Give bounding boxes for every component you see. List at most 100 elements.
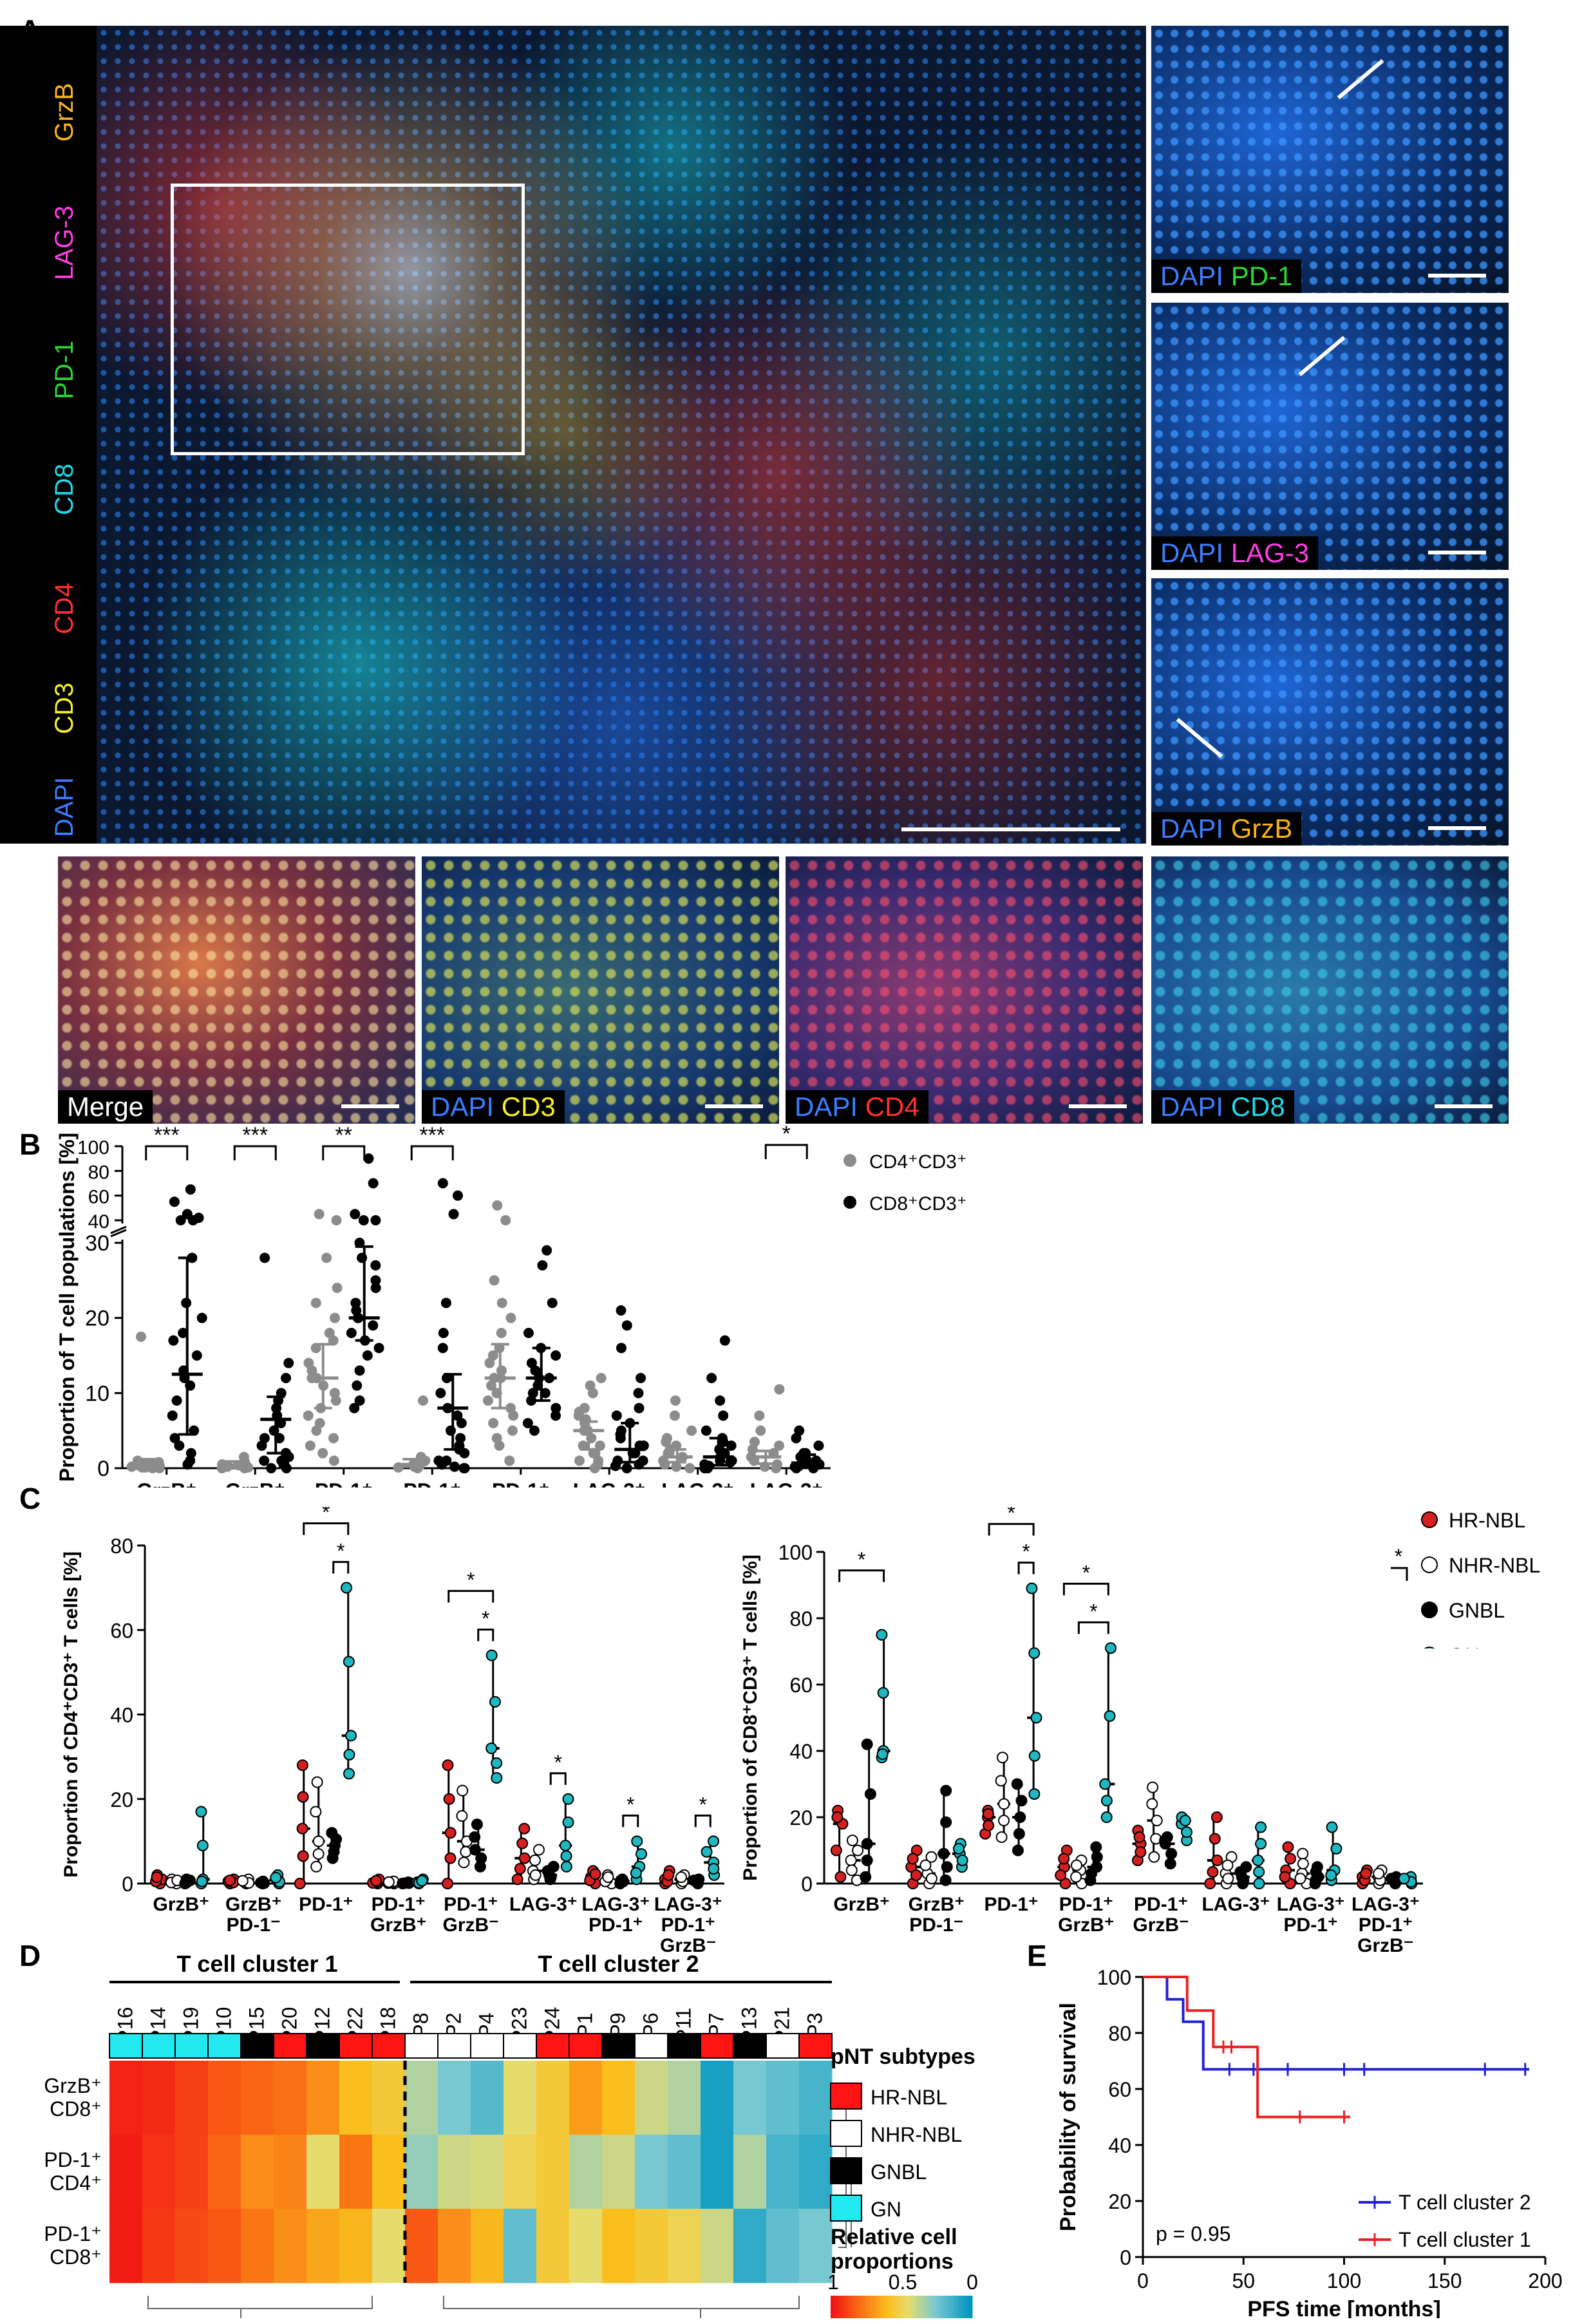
data-point — [296, 1822, 308, 1835]
y-tick-label: 40 — [110, 1704, 133, 1727]
x-tick-label: PD-1⁺ — [403, 1479, 461, 1488]
heatmap-cell — [799, 2209, 833, 2283]
data-point — [343, 1656, 355, 1668]
data-point — [1070, 1859, 1082, 1871]
data-point — [311, 1776, 323, 1788]
x-tick-label: LAG-3⁺ — [1277, 1894, 1345, 1915]
heatmap-cell — [142, 2209, 176, 2283]
data-point — [562, 1816, 574, 1828]
significance-label: * — [1007, 1507, 1015, 1525]
data-point — [1285, 1853, 1297, 1865]
x-tick-label: PD-1⁺ — [1134, 1894, 1188, 1915]
data-point — [504, 1455, 515, 1466]
panel-label-b: B — [19, 1128, 41, 1161]
y-tick-label: 0 — [97, 1457, 109, 1481]
heatmap-cell — [733, 2061, 767, 2135]
heatmap-cell — [536, 2209, 570, 2283]
y-tick-label: 20 — [85, 1307, 109, 1331]
heatmap-cell — [339, 2135, 373, 2209]
heatmap-cell — [799, 2135, 833, 2209]
data-point — [910, 1869, 922, 1882]
data-point — [443, 1793, 455, 1805]
data-point — [169, 1433, 180, 1444]
heatmap-cell — [208, 2135, 241, 2209]
y-tick-label: 100 — [77, 1137, 109, 1158]
data-point — [518, 1822, 531, 1835]
data-point — [1013, 1828, 1025, 1840]
data-point — [1253, 1866, 1265, 1878]
heatmap-cell — [438, 2135, 471, 2209]
data-point — [370, 1215, 381, 1225]
data-point — [1310, 1866, 1322, 1878]
data-point — [1164, 1858, 1176, 1870]
subtype-cell — [174, 2033, 209, 2059]
legend-marker — [843, 1154, 856, 1167]
x-tick-label: 50 — [1232, 2269, 1255, 2292]
data-point — [718, 1410, 729, 1421]
image-dapi-grzb: DAPI GrzB — [1151, 578, 1509, 846]
data-point — [196, 1875, 208, 1887]
data-point — [175, 1215, 186, 1225]
data-point — [1211, 1854, 1223, 1866]
scale-gradient — [890, 2296, 895, 2318]
legend-marker — [1421, 1556, 1438, 1573]
data-point — [1026, 1582, 1038, 1594]
data-point — [615, 1429, 626, 1440]
subtype-cell — [601, 2033, 636, 2059]
data-point — [1253, 1878, 1265, 1889]
scale-title: proportions — [831, 2249, 954, 2274]
legend-label: HR-NBL — [1449, 1509, 1525, 1532]
heatmap-cell — [471, 2135, 504, 2209]
heatmap-cell — [306, 2209, 340, 2283]
data-point — [485, 1380, 496, 1391]
panel-label-d: D — [19, 1939, 41, 1972]
heatmap-cell — [306, 2061, 340, 2135]
scale-gradient — [916, 2296, 919, 2318]
data-point — [701, 1846, 713, 1858]
data-point — [187, 1215, 198, 1225]
data-point — [726, 1441, 737, 1451]
data-point — [489, 1275, 500, 1286]
image-label: DAPI PD-1 — [1151, 260, 1302, 293]
heatmap-cell — [635, 2135, 668, 2209]
heatmap-cell — [405, 2061, 438, 2135]
data-point — [196, 1312, 207, 1323]
data-point — [1012, 1844, 1024, 1856]
data-point — [701, 1425, 711, 1436]
data-point — [167, 1410, 178, 1421]
data-point — [1028, 1788, 1041, 1800]
data-point — [195, 1806, 207, 1818]
significance-bracket — [1062, 1582, 1109, 1596]
data-point — [442, 1759, 454, 1771]
data-point — [518, 1852, 531, 1864]
data-point — [861, 1838, 873, 1850]
data-point — [341, 1582, 353, 1594]
subtype-cell — [798, 2033, 833, 2059]
data-point — [224, 1875, 236, 1887]
data-point — [982, 1808, 994, 1820]
x-tick-label: LAG-3⁺ — [573, 1479, 646, 1488]
data-point — [998, 1815, 1010, 1827]
data-point — [1282, 1841, 1294, 1853]
data-point — [940, 1784, 952, 1797]
data-point — [362, 1350, 373, 1361]
y-tick-label: 40 — [1108, 2134, 1131, 2157]
x-tick-label: PD-1⁺ — [372, 1894, 426, 1915]
data-point — [182, 1459, 193, 1470]
data-point — [830, 1844, 842, 1856]
heatmap-cell — [339, 2061, 373, 2135]
data-point — [469, 1831, 481, 1843]
data-point — [708, 1863, 720, 1875]
significance-label: * — [482, 1607, 489, 1630]
data-point — [621, 1463, 632, 1473]
data-point — [452, 1410, 463, 1421]
data-point — [516, 1837, 529, 1849]
heatmap-cell — [208, 2061, 241, 2135]
data-point — [496, 1298, 507, 1308]
heatmap-cell — [175, 2209, 209, 2283]
data-point — [615, 1875, 627, 1887]
data-point — [1385, 1873, 1397, 1885]
row-label: CD8⁺ — [50, 2245, 102, 2269]
heatmap-cell — [668, 2209, 701, 2283]
row-label: CD4⁺ — [50, 2171, 102, 2195]
